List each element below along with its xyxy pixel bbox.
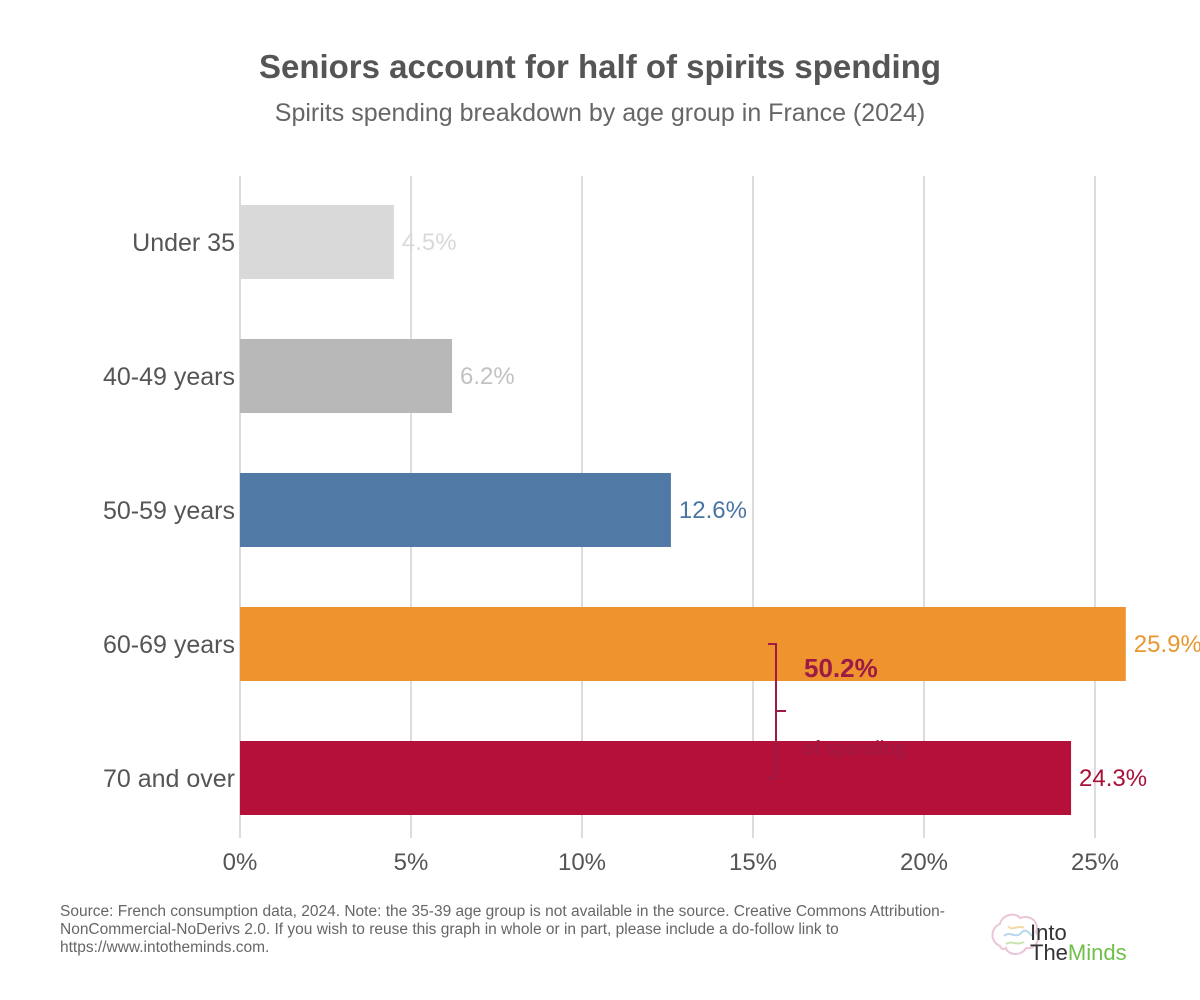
logo-word-into: Into <box>1030 920 1067 945</box>
annotation-text: of spending <box>803 738 906 760</box>
value-label: 24.3% <box>1079 765 1147 792</box>
x-tick-label: 5% <box>394 849 429 876</box>
logo-word-theminds: TheMinds <box>1030 942 1127 964</box>
page-title: Seniors account for half of spirits spen… <box>258 48 942 85</box>
bar <box>240 473 671 547</box>
x-tick-label: 25% <box>1071 849 1119 876</box>
bar <box>240 741 1072 815</box>
value-label: 4.5% <box>402 229 457 256</box>
bar <box>240 339 453 413</box>
x-tick-label: 0% <box>223 849 258 876</box>
source-note: Source: French consumption data, 2024. N… <box>60 903 945 956</box>
category-label: Under 35 <box>132 229 235 257</box>
annotation-value: 50.2% <box>804 653 878 683</box>
bar <box>240 205 394 279</box>
value-label: 6.2% <box>460 363 515 390</box>
x-tick-label: 20% <box>900 849 948 876</box>
bars <box>240 205 1126 815</box>
category-label: 70 and over <box>103 765 235 793</box>
brain-icon <box>991 913 1040 955</box>
bar <box>240 607 1126 681</box>
value-label: 12.6% <box>679 497 747 524</box>
bar-chart: 0% 5% 10% 15% 20% 25% Under 35 4.5% 40-49 years 6… <box>103 176 1200 876</box>
labels: 0% 5% 10% 15% 20% 25% Under 35 4.5% 40-49 years 6… <box>103 229 1200 876</box>
logo-word-minds: Minds <box>1067 940 1127 965</box>
value-label: 25.9% <box>1134 631 1200 658</box>
category-label: 50-59 years <box>103 497 235 525</box>
logo-word-the: The <box>1030 940 1068 965</box>
annotation-bracket <box>768 643 786 779</box>
category-label: 60-69 years <box>103 631 235 659</box>
x-tick-label: 15% <box>729 849 777 876</box>
page-subtitle: Spirits spending breakdown by age group … <box>274 99 926 127</box>
annotation: 50.2% of spending <box>768 643 906 779</box>
category-label: 40-49 years <box>103 363 235 391</box>
x-tick-label: 10% <box>558 849 606 876</box>
intotheminds-logo: Into TheMinds <box>986 902 1146 972</box>
